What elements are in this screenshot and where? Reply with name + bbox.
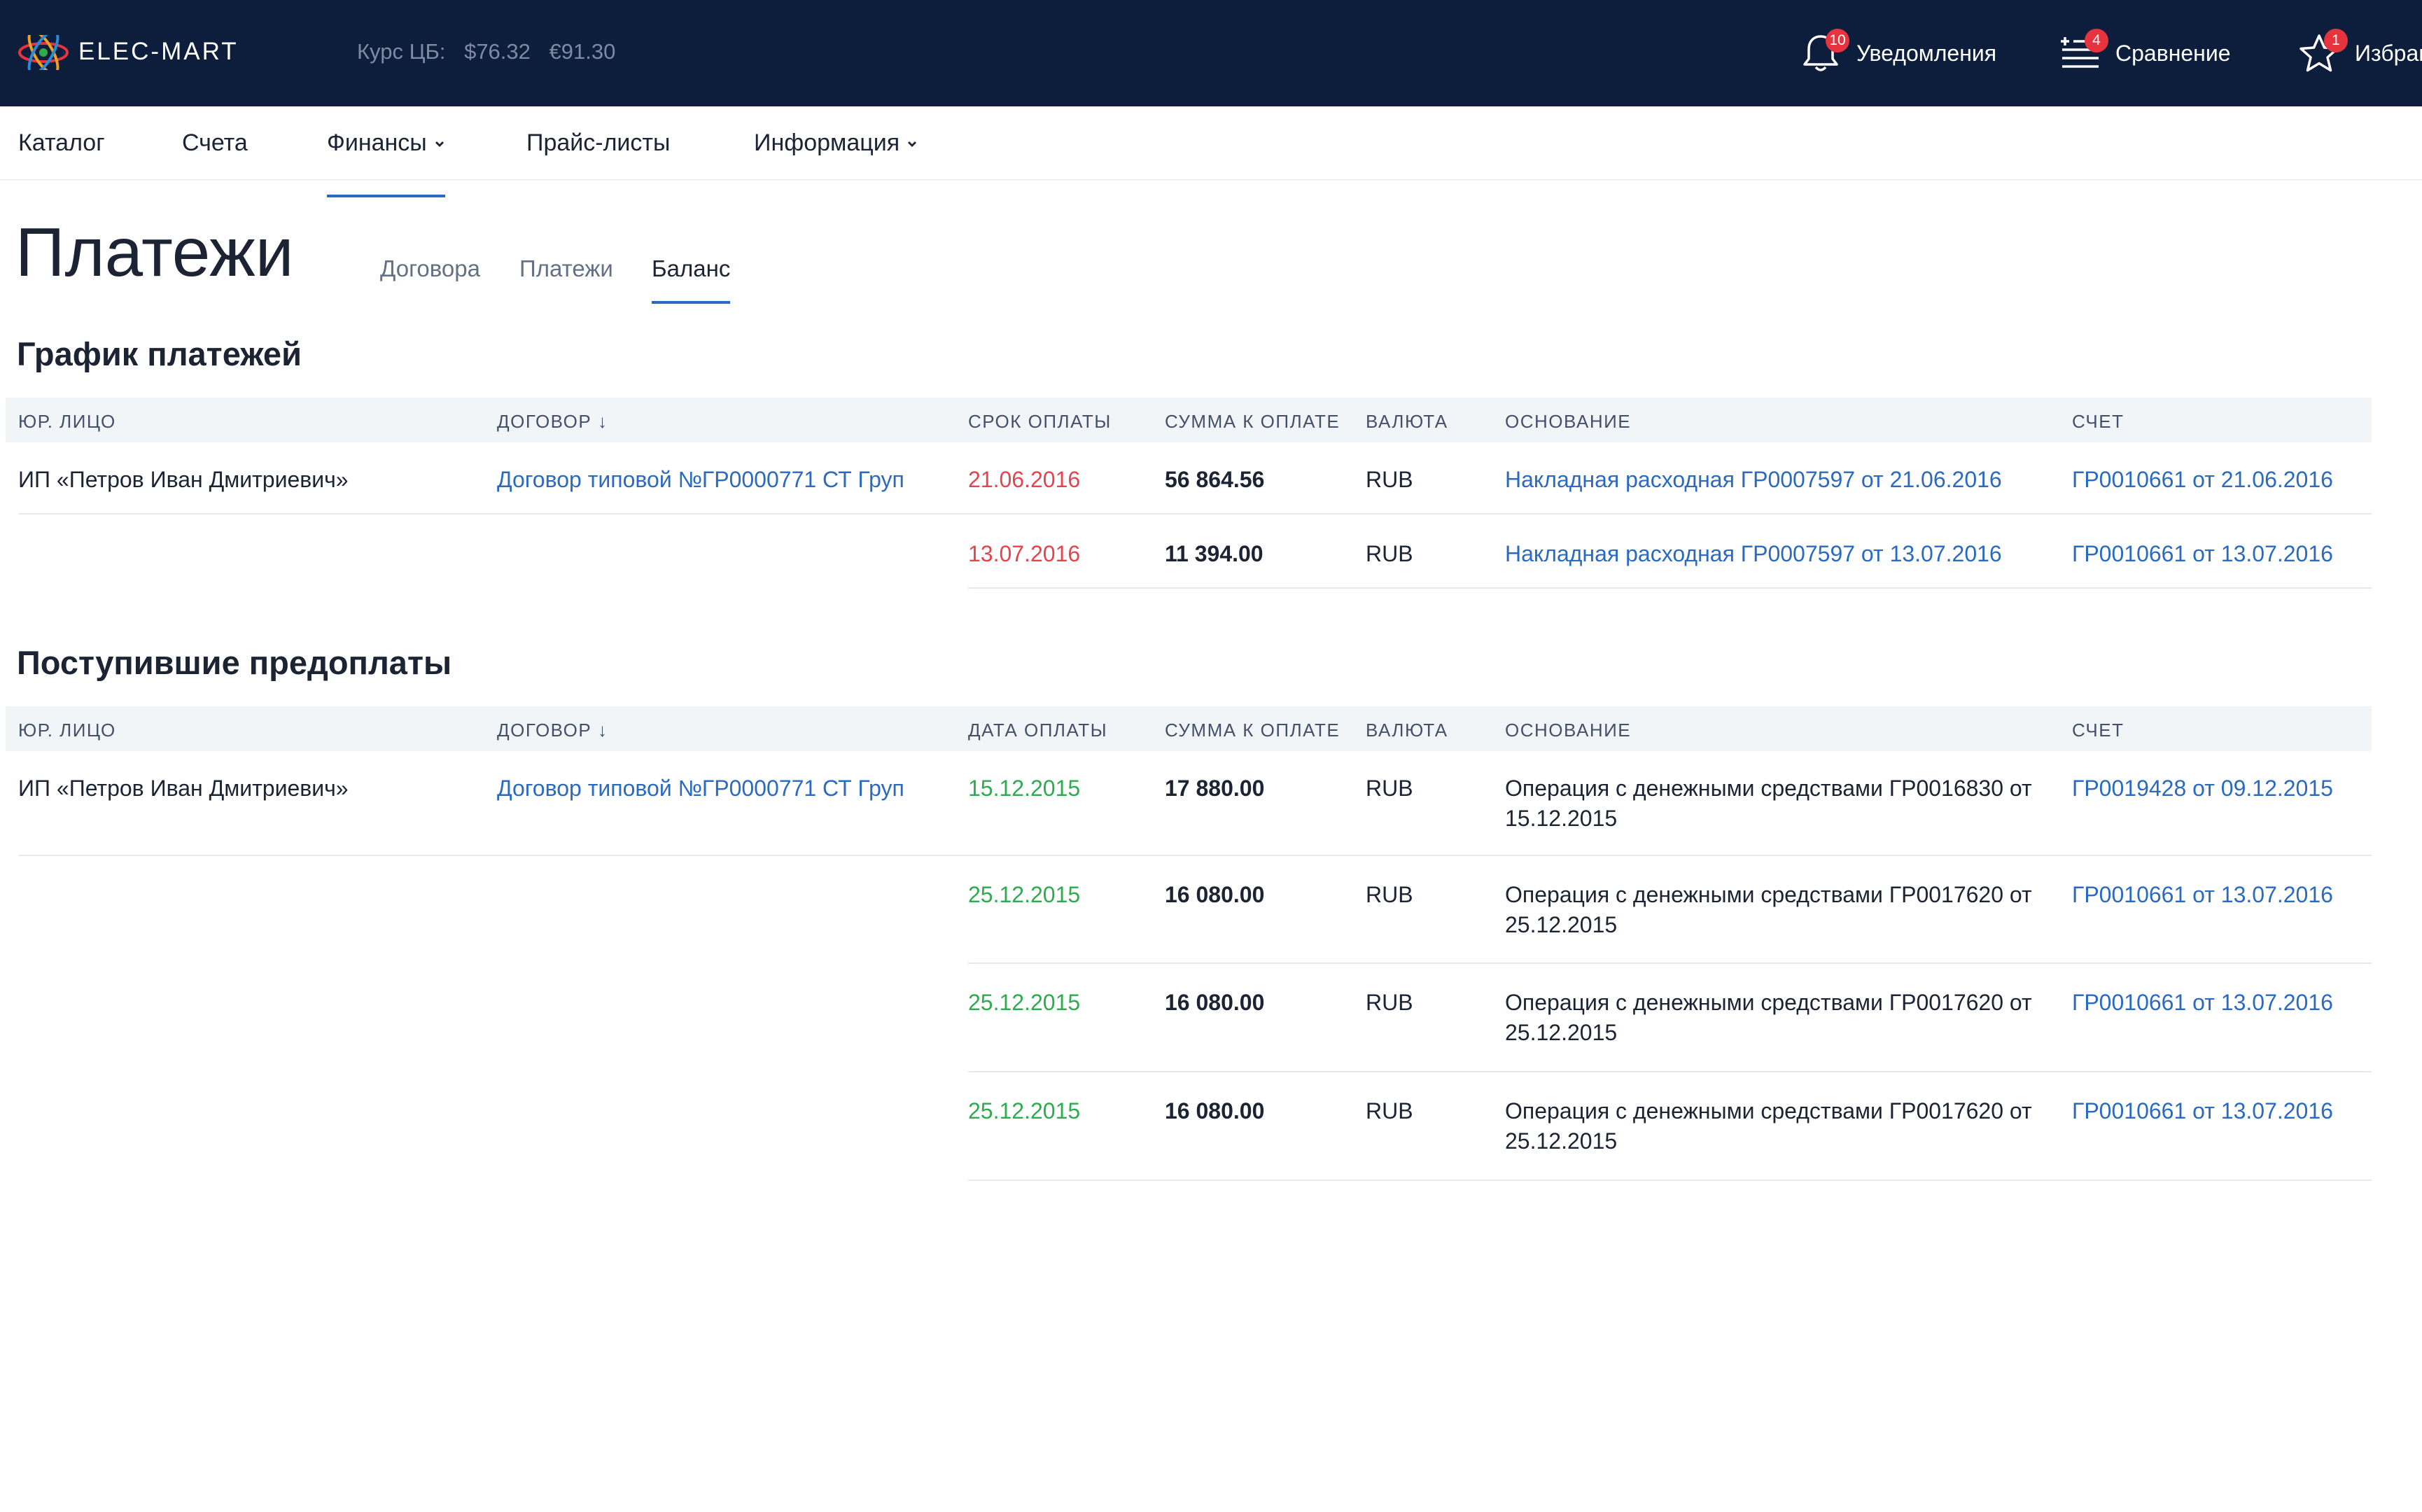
- compare-label: Сравнение: [2115, 40, 2231, 66]
- amount: 16 080.00: [1165, 1098, 1265, 1124]
- basis-text: Операция с денежными средствами ГР001762…: [1505, 1098, 2032, 1154]
- basis-text: Операция с денежными средствами ГР001683…: [1505, 776, 2032, 831]
- notifications-badge: 10: [1826, 29, 1849, 52]
- nav-finance[interactable]: Финансы: [327, 127, 445, 197]
- row-divider: [968, 587, 2372, 589]
- col-contract-sort[interactable]: ДОГОВОР ↓: [497, 411, 608, 432]
- page-title: Платежи: [15, 214, 294, 290]
- row-divider: [968, 1071, 2372, 1072]
- col-due-date: СРОК ОПЛАТЫ: [968, 411, 1112, 432]
- row-entity: ИП «Петров Иван Дмитриевич»: [18, 467, 349, 492]
- nav-invoices-label: Счета: [182, 130, 248, 156]
- col-currency: ВАЛЮТА: [1366, 720, 1448, 741]
- brand-name[interactable]: ELEC-MART: [78, 38, 239, 65]
- nav-finance-label: Финансы: [327, 130, 427, 156]
- amount: 16 080.00: [1165, 882, 1265, 907]
- col-entity: ЮР. ЛИЦО: [18, 720, 116, 741]
- compare-list-icon: 4: [2058, 29, 2108, 75]
- main-nav: Каталог Счета Финансы Прайс-листы Информ…: [0, 106, 2422, 197]
- payment-date: 15.12.2015: [968, 776, 1081, 801]
- favorites-button[interactable]: 1 Избранное: [2297, 28, 2422, 78]
- col-amount: СУММА К ОПЛАТЕ: [1165, 411, 1340, 432]
- col-basis: ОСНОВАНИЕ: [1505, 411, 1632, 432]
- col-currency: ВАЛЮТА: [1366, 411, 1448, 432]
- currency: RUB: [1366, 467, 1413, 492]
- col-invoice: СЧЕТ: [2072, 720, 2124, 741]
- row-divider: [968, 962, 2372, 964]
- col-entity: ЮР. ЛИЦО: [18, 411, 116, 432]
- prepayments-title: Поступившие предоплаты: [17, 644, 452, 681]
- favorites-label: Избранное: [2355, 40, 2422, 66]
- col-contract-sort[interactable]: ДОГОВОР ↓: [497, 720, 608, 741]
- currency: RUB: [1366, 541, 1413, 566]
- top-bar: ELEC-MART Курс ЦБ: $76.32 €91.30 10 Увед…: [0, 0, 2422, 106]
- currency: RUB: [1366, 776, 1413, 801]
- row-divider: [18, 513, 2372, 514]
- compare-button[interactable]: 4 Сравнение: [2058, 28, 2231, 78]
- chevron-down-icon: [435, 141, 444, 147]
- amount: 17 880.00: [1165, 776, 1265, 801]
- row-entity: ИП «Петров Иван Дмитриевич»: [18, 776, 349, 801]
- row-divider: [968, 1180, 2372, 1181]
- nav-information-label: Информация: [754, 130, 900, 156]
- schedule-table-header: ЮР. ЛИЦО ДОГОВОР ↓ СРОК ОПЛАТЫ СУММА К О…: [6, 398, 2372, 442]
- notifications-label: Уведомления: [1856, 40, 1997, 66]
- tab-contracts[interactable]: Договора: [380, 255, 480, 281]
- compare-badge: 4: [2085, 29, 2108, 52]
- exchange-rates: Курс ЦБ: $76.32 €91.30: [357, 38, 628, 66]
- payment-date: 25.12.2015: [968, 882, 1081, 907]
- col-invoice: СЧЕТ: [2072, 411, 2124, 432]
- invoice-link[interactable]: ГР0010661 от 13.07.2016: [2072, 882, 2333, 907]
- col-amount: СУММА К ОПЛАТЕ: [1165, 720, 1340, 741]
- currency: RUB: [1366, 990, 1413, 1015]
- invoice-link[interactable]: ГР0010661 от 13.07.2016: [2072, 1098, 2333, 1124]
- amount: 11 394.00: [1165, 541, 1264, 566]
- invoice-link[interactable]: ГР0019428 от 09.12.2015: [2072, 776, 2333, 801]
- tab-payments[interactable]: Платежи: [519, 255, 613, 281]
- contract-link[interactable]: Договор типовой №ГР0000771 СТ Груп: [497, 467, 904, 492]
- prepayments-table-header: ЮР. ЛИЦО ДОГОВОР ↓ ДАТА ОПЛАТЫ СУММА К О…: [6, 706, 2372, 751]
- due-date: 21.06.2016: [968, 467, 1081, 492]
- payment-date: 25.12.2015: [968, 990, 1081, 1015]
- rates-label: Курс ЦБ:: [357, 39, 446, 64]
- basis-text: Операция с денежными средствами ГР001762…: [1505, 882, 2032, 937]
- currency: RUB: [1366, 1098, 1413, 1124]
- nav-information[interactable]: Информация: [754, 127, 918, 158]
- favorites-badge: 1: [2324, 29, 2348, 52]
- col-basis: ОСНОВАНИЕ: [1505, 720, 1632, 741]
- invoice-link[interactable]: ГР0010661 от 21.06.2016: [2072, 467, 2333, 492]
- rate-eur: €91.30: [549, 39, 616, 64]
- basis-text: Операция с денежными средствами ГР001762…: [1505, 990, 2032, 1045]
- contract-link[interactable]: Договор типовой №ГР0000771 СТ Груп: [497, 776, 904, 801]
- star-icon: 1: [2297, 29, 2348, 75]
- invoice-link[interactable]: ГР0010661 от 13.07.2016: [2072, 990, 2333, 1015]
- due-date: 13.07.2016: [968, 541, 1081, 566]
- amount: 56 864.56: [1165, 467, 1265, 492]
- col-payment-date: ДАТА ОПЛАТЫ: [968, 720, 1108, 741]
- tab-balance[interactable]: Баланс: [652, 253, 731, 304]
- schedule-title: График платежей: [17, 335, 302, 372]
- basis-link[interactable]: Накладная расходная ГР0007597 от 21.06.2…: [1505, 467, 2002, 492]
- basis-link[interactable]: Накладная расходная ГР0007597 от 13.07.2…: [1505, 541, 2002, 566]
- chevron-down-icon: [908, 141, 917, 147]
- currency: RUB: [1366, 882, 1413, 907]
- nav-price-lists[interactable]: Прайс-листы: [526, 127, 670, 158]
- amount: 16 080.00: [1165, 990, 1265, 1015]
- invoice-link[interactable]: ГР0010661 от 13.07.2016: [2072, 541, 2333, 566]
- rate-usd: $76.32: [464, 39, 531, 64]
- nav-price-lists-label: Прайс-листы: [526, 130, 671, 156]
- logo-icon[interactable]: [15, 35, 71, 70]
- nav-catalog-label: Каталог: [18, 130, 105, 156]
- row-divider: [18, 855, 2372, 856]
- notifications-button[interactable]: 10 Уведомления: [1799, 28, 1996, 78]
- payment-date: 25.12.2015: [968, 1098, 1081, 1124]
- nav-invoices[interactable]: Счета: [182, 127, 248, 158]
- bell-icon: 10: [1799, 29, 1849, 75]
- nav-catalog[interactable]: Каталог: [18, 127, 105, 158]
